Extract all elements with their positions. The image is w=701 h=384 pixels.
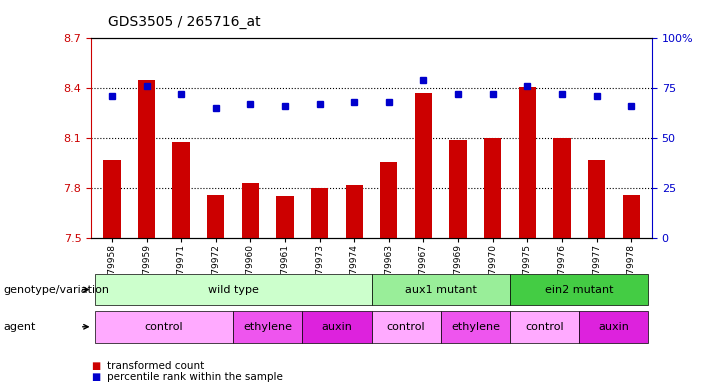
Text: transformed count: transformed count [107, 361, 204, 371]
Text: ein2 mutant: ein2 mutant [545, 285, 613, 295]
Bar [103, 160, 121, 238]
Bar [622, 195, 640, 238]
Text: control: control [525, 322, 564, 332]
Text: ethylene: ethylene [451, 322, 500, 332]
Text: control: control [387, 322, 426, 332]
Bar [172, 142, 190, 238]
Bar [380, 162, 397, 238]
Bar [346, 185, 363, 238]
Text: aux1 mutant: aux1 mutant [404, 285, 477, 295]
Text: ethylene: ethylene [243, 322, 292, 332]
Text: control: control [144, 322, 183, 332]
Bar [138, 80, 155, 238]
Text: ■: ■ [91, 361, 100, 371]
Text: ■: ■ [91, 372, 100, 382]
Bar [415, 93, 432, 238]
Text: GDS3505 / 265716_at: GDS3505 / 265716_at [108, 15, 261, 29]
Text: auxin: auxin [599, 322, 629, 332]
Bar [311, 188, 328, 238]
Text: auxin: auxin [322, 322, 353, 332]
Bar [588, 160, 605, 238]
Text: wild type: wild type [207, 285, 259, 295]
Bar [519, 87, 536, 238]
Bar [449, 140, 467, 238]
Bar [553, 138, 571, 238]
Text: percentile rank within the sample: percentile rank within the sample [107, 372, 283, 382]
Bar [242, 183, 259, 238]
Text: agent: agent [4, 322, 36, 332]
Bar [484, 138, 501, 238]
Bar [276, 197, 294, 238]
Text: genotype/variation: genotype/variation [4, 285, 109, 295]
Bar [207, 195, 224, 238]
